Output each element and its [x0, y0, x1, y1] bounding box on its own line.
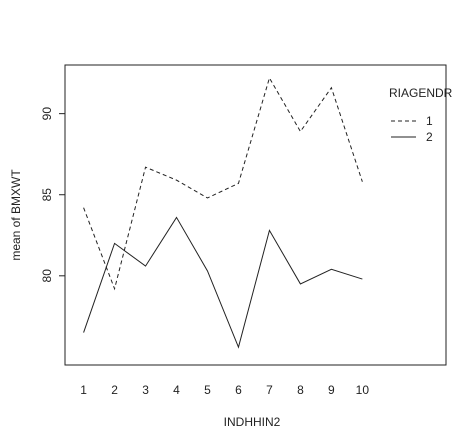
x-tick-label: 4	[173, 383, 180, 397]
x-axis: 1 2 3 4 5 6 7 8 9 10	[80, 383, 369, 397]
legend: RIAGENDR 1 2	[389, 86, 453, 144]
y-tick-label: 85	[40, 188, 54, 202]
x-tick-label: 9	[328, 383, 335, 397]
legend-label-2: 2	[426, 130, 433, 144]
x-tick-label: 1	[80, 383, 87, 397]
x-tick-label: 2	[111, 383, 118, 397]
x-tick-label: 6	[235, 383, 242, 397]
x-axis-title: INDHHIN2	[224, 415, 281, 429]
x-tick-label: 10	[356, 383, 370, 397]
series-line-2	[83, 216, 363, 349]
x-tick-label: 3	[142, 383, 149, 397]
series-line-1	[83, 76, 363, 291]
y-axis-title: mean of BMXWT	[9, 169, 23, 261]
x-tick-label: 5	[204, 383, 211, 397]
y-tick-label: 90	[40, 107, 54, 121]
x-tick-label: 8	[297, 383, 304, 397]
legend-label-1: 1	[426, 114, 433, 128]
y-tick-label: 80	[40, 269, 54, 283]
series-layer	[83, 76, 363, 349]
y-axis: 80 85 90	[40, 107, 65, 283]
legend-title: RIAGENDR	[389, 86, 453, 100]
plot-frame	[64, 64, 447, 366]
x-tick-label: 7	[266, 383, 273, 397]
